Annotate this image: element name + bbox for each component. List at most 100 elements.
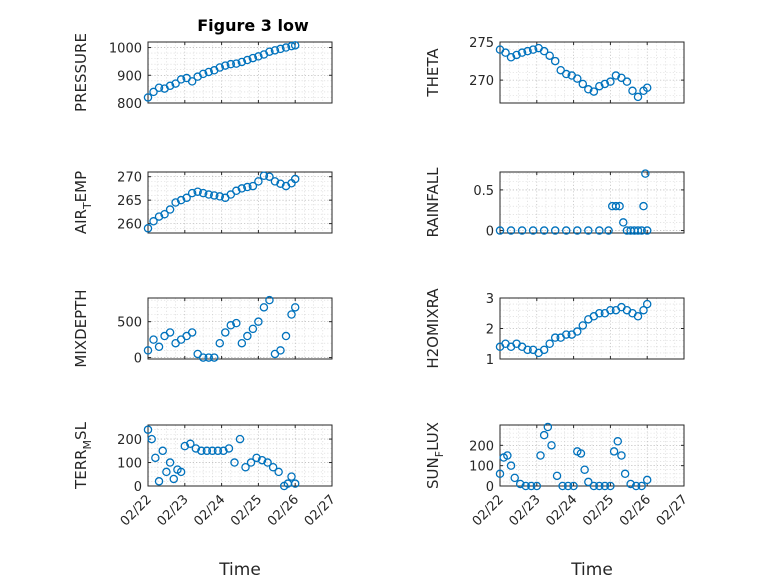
data-point <box>584 477 593 487</box>
data-point <box>202 446 212 456</box>
data-point <box>550 56 560 66</box>
data-point <box>165 205 175 214</box>
data-point <box>539 430 549 440</box>
y-axis-label-subscript: T <box>81 202 94 210</box>
data-point <box>254 52 263 61</box>
data-point <box>149 87 158 97</box>
data-point <box>257 455 267 465</box>
data-point <box>270 177 280 186</box>
data-point <box>270 46 280 55</box>
x-tick-label: 02/25 <box>228 492 265 529</box>
x-tick-label: 02/25 <box>580 492 617 529</box>
data-point <box>642 299 652 309</box>
y-tick-label: 270 <box>117 171 142 186</box>
data-point <box>609 447 619 456</box>
data-point <box>265 295 274 305</box>
data-point <box>637 481 646 491</box>
data-point <box>232 318 241 328</box>
data-point <box>198 353 208 362</box>
data-point <box>287 310 296 319</box>
data-point <box>259 303 269 312</box>
data-point <box>198 69 208 79</box>
x-tick-label: 02/26 <box>265 492 302 529</box>
data-point <box>243 55 252 65</box>
panel-air_temp: 260 265 270 AIRTEMP <box>72 171 333 234</box>
y-tick-label: 2 <box>486 323 494 338</box>
data-point <box>180 441 190 451</box>
data-point <box>517 48 527 57</box>
data-point <box>558 481 567 491</box>
data-point <box>143 224 153 233</box>
data-point <box>633 226 643 235</box>
x-axis-label: Time <box>570 560 613 580</box>
data-point <box>143 346 153 355</box>
y-tick-label: 0 <box>486 480 494 495</box>
data-point <box>246 458 256 467</box>
data-point <box>620 469 630 479</box>
data-point <box>193 187 202 196</box>
data-point <box>176 195 186 205</box>
data-point <box>232 59 241 68</box>
data-point <box>274 467 283 477</box>
data-point <box>248 53 258 63</box>
data-point <box>226 321 236 330</box>
y-axis-label: PRESSURE <box>72 33 90 112</box>
data-point <box>187 77 197 86</box>
data-point <box>589 481 599 491</box>
data-point <box>204 190 213 199</box>
axes-box <box>147 297 333 360</box>
data-point <box>512 50 521 60</box>
y-axis-label-base: AIR <box>72 209 90 234</box>
data-point <box>254 317 263 326</box>
data-point <box>523 345 532 355</box>
y-tick-label: 200 <box>117 433 142 448</box>
data-point <box>204 353 213 362</box>
data-point <box>613 437 623 446</box>
y-tick-label: 0.5 <box>473 184 494 199</box>
data-point <box>276 44 285 54</box>
data-point <box>617 451 626 460</box>
x-tick-label: 02/27 <box>654 492 691 529</box>
data-point <box>143 93 153 102</box>
figure-title: Figure 3 low <box>197 16 309 35</box>
data-point <box>147 434 156 444</box>
y-tick-label: 275 <box>469 36 494 51</box>
data-point <box>639 305 648 315</box>
data-point <box>182 193 191 203</box>
data-point <box>237 57 247 67</box>
data-point <box>224 444 234 453</box>
data-point <box>506 461 516 470</box>
data-point <box>204 67 213 77</box>
y-axis-label-base: MIXDEPTH <box>72 289 90 367</box>
data-point <box>528 226 538 235</box>
data-point <box>197 446 206 456</box>
y-axis-label-rest: SL <box>72 421 90 440</box>
data-point <box>154 342 164 352</box>
data-point <box>506 53 516 62</box>
data-point <box>606 481 615 491</box>
data-point <box>248 324 258 334</box>
data-point <box>600 481 610 491</box>
data-point <box>187 328 197 337</box>
data-point <box>515 479 525 489</box>
data-point <box>186 439 195 449</box>
data-point <box>595 81 604 91</box>
data-point <box>604 226 613 235</box>
data-point <box>532 481 542 491</box>
y-tick-label: 270 <box>469 74 494 89</box>
data-point <box>237 184 247 193</box>
data-point <box>539 226 549 235</box>
y-axis-label-rest: EMP <box>72 171 90 202</box>
data-point <box>160 209 169 219</box>
data-point <box>149 217 158 226</box>
y-tick-label: 200 <box>469 439 494 454</box>
data-point <box>213 446 223 456</box>
data-point <box>573 327 582 336</box>
data-point <box>154 477 164 486</box>
x-tick-label: 02/23 <box>507 492 544 529</box>
y-axis-label: H2OMIXRA <box>424 288 442 369</box>
panel-pressure: 800 900 1000 PRESSURE <box>72 33 333 112</box>
data-point <box>521 481 531 491</box>
axes-box <box>147 41 333 104</box>
y-tick-label: 900 <box>117 69 142 84</box>
